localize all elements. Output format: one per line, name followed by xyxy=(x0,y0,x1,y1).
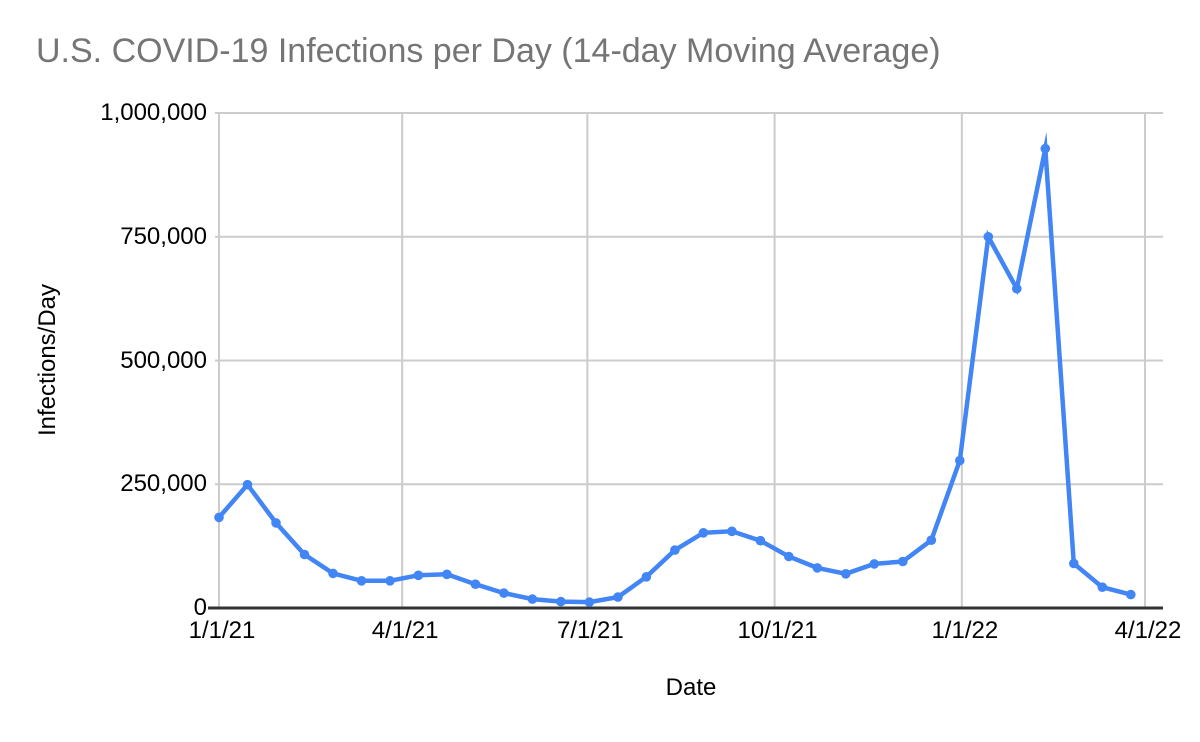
y-tick-label: 0 xyxy=(193,594,207,621)
data-point-marker xyxy=(727,526,737,537)
x-axis-title: Date xyxy=(665,674,717,701)
x-tick-label: 1/1/22 xyxy=(931,617,999,644)
data-point-marker xyxy=(413,570,424,581)
data-point-marker xyxy=(812,563,823,573)
y-tick-label: 250,000 xyxy=(120,470,207,498)
x-tick-label: 4/1/21 xyxy=(371,617,439,644)
data-point-marker xyxy=(271,518,281,528)
data-point-marker xyxy=(983,232,994,242)
data-point-marker xyxy=(556,596,566,607)
data-point-marker xyxy=(755,535,766,546)
data-point-marker xyxy=(356,576,367,586)
data-point-marker xyxy=(299,549,310,560)
data-point-marker xyxy=(242,479,253,490)
data-point-marker xyxy=(385,576,395,586)
data-point-marker xyxy=(784,551,794,562)
y-tick-label: 750,000 xyxy=(120,222,207,250)
data-point-marker xyxy=(527,594,538,604)
data-point-marker xyxy=(670,545,680,555)
data-point-marker xyxy=(214,512,224,523)
data-point-marker xyxy=(698,528,709,538)
data-point-marker xyxy=(1069,558,1079,569)
data-point-marker xyxy=(955,455,965,466)
data-point-marker xyxy=(869,559,880,569)
data-point-marker xyxy=(1097,582,1108,592)
data-point-marker xyxy=(641,572,652,582)
data-point-marker xyxy=(1040,143,1051,154)
data-point-marker xyxy=(584,597,595,607)
y-tick-label: 1,000,000 xyxy=(100,99,207,126)
series-line xyxy=(217,131,1132,605)
data-point-marker xyxy=(841,569,851,579)
data-point-marker xyxy=(442,569,452,580)
chart-title: U.S. COVID-19 Infections per Day (14-day… xyxy=(36,32,941,70)
x-tick-label: 4/1/22 xyxy=(1114,617,1182,644)
x-tick-label: 1/1/21 xyxy=(188,617,256,644)
data-point-marker xyxy=(1126,589,1136,600)
data-point-marker xyxy=(470,579,481,589)
data-point-marker xyxy=(613,592,623,602)
data-point-marker xyxy=(499,588,509,598)
data-point-marker xyxy=(328,568,338,579)
data-point-marker xyxy=(898,556,908,567)
x-tick-label: 7/1/21 xyxy=(556,617,624,644)
data-point-marker xyxy=(1012,283,1022,294)
x-tick-label: 10/1/21 xyxy=(737,617,818,644)
data-point-marker xyxy=(926,535,937,545)
y-tick-label: 500,000 xyxy=(120,346,207,374)
